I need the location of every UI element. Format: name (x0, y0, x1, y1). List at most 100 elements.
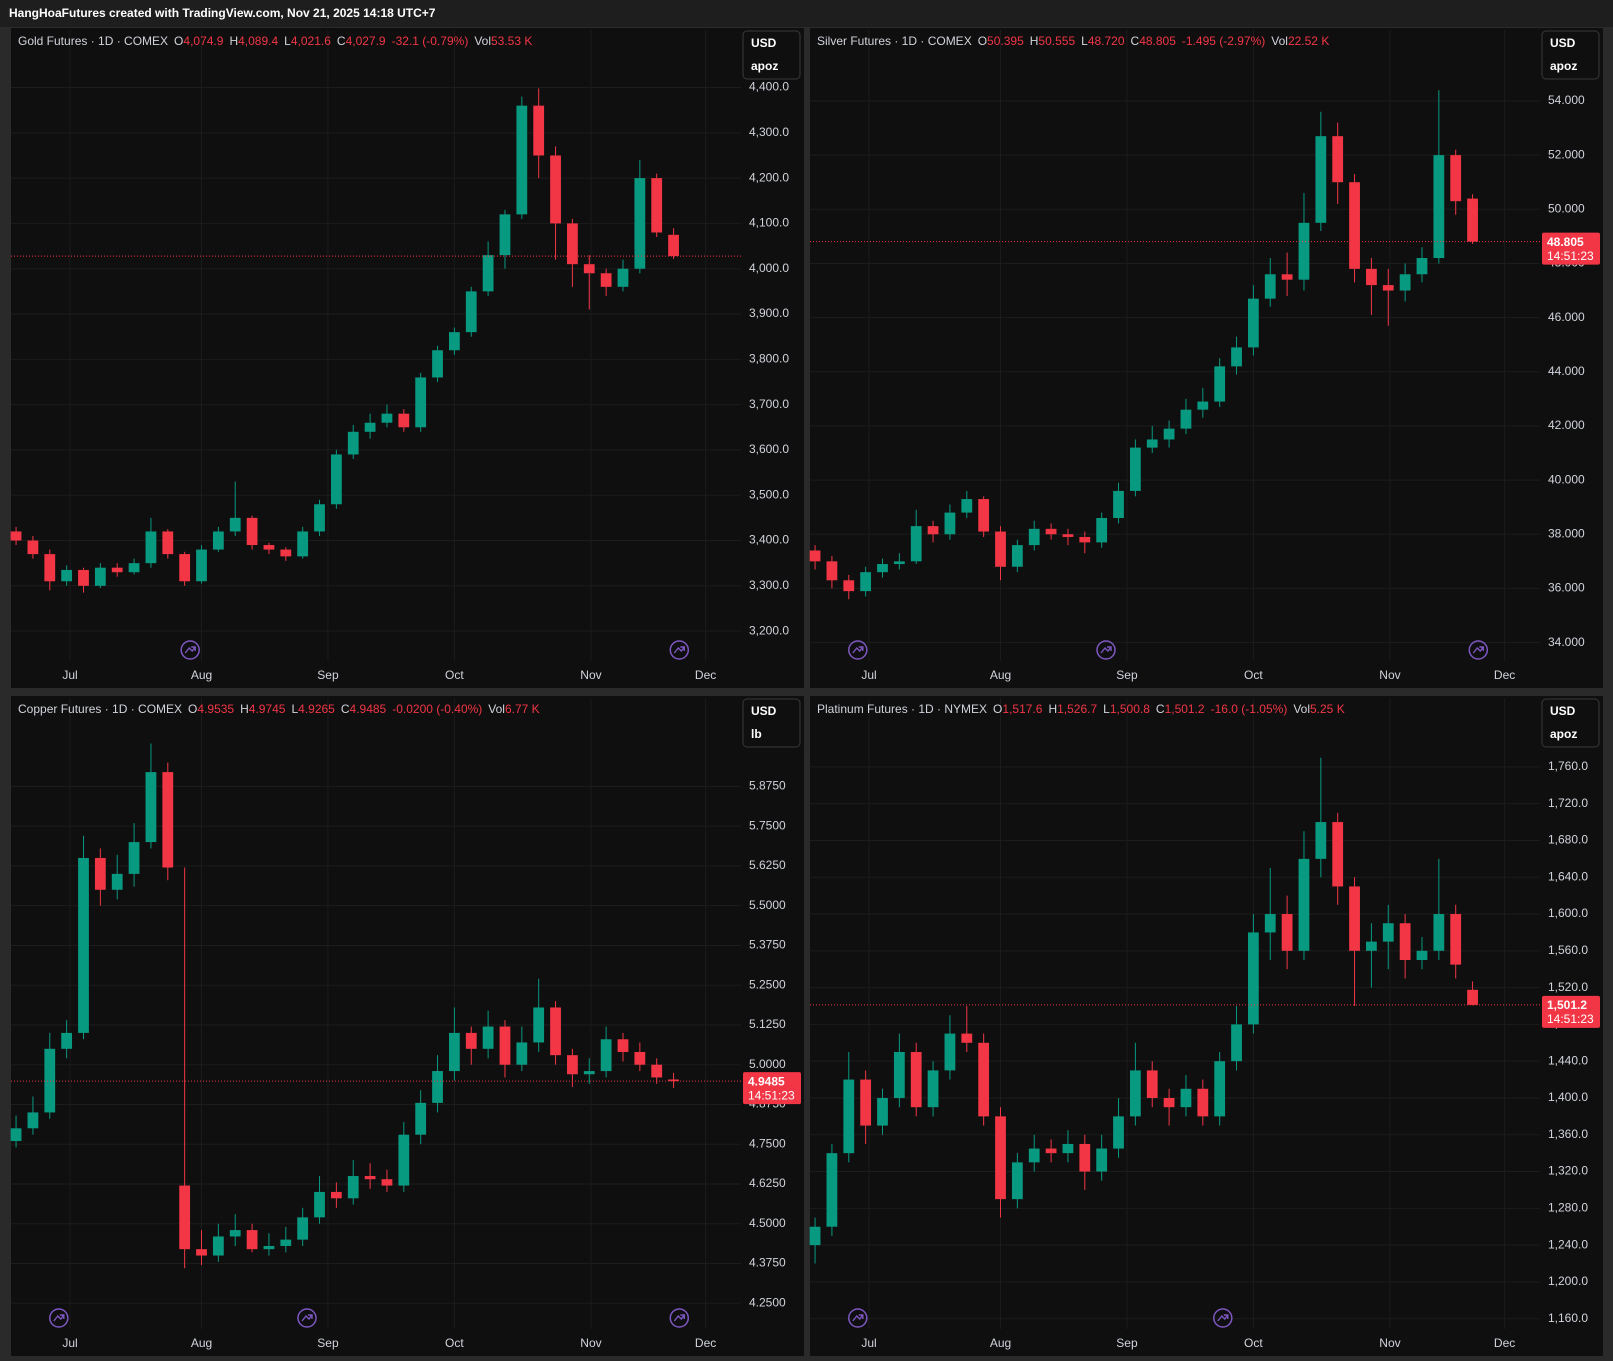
candle-body (381, 413, 393, 423)
candle-body (893, 1051, 905, 1098)
candle-body (347, 1176, 359, 1199)
candle-body (910, 1051, 922, 1108)
volume-key: Vol (474, 34, 491, 48)
x-tick-label: Oct (1244, 668, 1263, 682)
countdown-label: 14:51:23 (1547, 249, 1594, 263)
y-tick-label: 3,800.0 (749, 351, 789, 365)
candle-body (995, 531, 1006, 567)
symbol-name: Gold Futures · 1D · COMEX (18, 34, 168, 48)
y-tick-label: 46.000 (1548, 310, 1585, 324)
candle-body (1197, 401, 1209, 410)
x-tick-label: Dec (1494, 1336, 1515, 1350)
candle-body (1467, 198, 1478, 242)
candle-body (1281, 914, 1293, 951)
y-tick-label: 4,200.0 (749, 170, 789, 184)
candle-body (1332, 822, 1344, 887)
candle-body (1045, 528, 1057, 535)
y-tick-label: 4,300.0 (749, 125, 789, 139)
event-icon (1096, 640, 1116, 660)
candle-body (860, 572, 872, 592)
legend-value: 4.9535 (197, 702, 234, 716)
candle-body (1146, 439, 1158, 448)
candle-body (617, 268, 629, 287)
candle-body (449, 332, 460, 351)
candle-body (927, 526, 939, 535)
candle-body (364, 422, 376, 432)
candle-body (1450, 155, 1462, 202)
candle-body (27, 540, 39, 555)
y-tick-label: 4.5000 (749, 1216, 786, 1230)
x-tick-label: Aug (191, 1336, 212, 1350)
candle-body (1248, 932, 1259, 1025)
legend-value: 50.395 (987, 34, 1024, 48)
candle-body (1146, 1070, 1158, 1098)
unit-label: lb (751, 727, 762, 741)
candle-body (1180, 409, 1192, 429)
candle-body (1062, 1143, 1074, 1154)
candle-body (246, 1230, 258, 1250)
candle-body (843, 580, 855, 592)
y-tick-label: 1,160.0 (1548, 1311, 1588, 1325)
y-tick-label: 3,700.0 (749, 397, 789, 411)
event-icon-arrow (673, 646, 685, 654)
candle-body (432, 350, 443, 378)
legend-value: 4.9485 (350, 702, 387, 716)
candle-body (145, 531, 157, 564)
currency-box (1541, 698, 1600, 748)
candle-body (600, 273, 612, 287)
candle-body (826, 561, 838, 581)
candle-body (381, 1179, 393, 1186)
event-icon-arrow (301, 1314, 313, 1322)
currency-box (742, 698, 801, 748)
legend-key: H (1048, 702, 1057, 716)
candle-body (145, 772, 157, 843)
y-tick-label: 5.8750 (749, 779, 786, 793)
candle-body (1011, 545, 1023, 567)
candle-body (1264, 914, 1276, 933)
x-tick-label: Aug (990, 1336, 1011, 1350)
candle-body (860, 1079, 872, 1126)
y-tick-label: 5.1250 (749, 1017, 786, 1031)
y-tick-label: 1,440.0 (1548, 1053, 1588, 1067)
candle-body (1332, 136, 1344, 183)
chart-panel (11, 696, 804, 1356)
y-tick-label: 1,760.0 (1548, 759, 1588, 773)
y-tick-label: 1,680.0 (1548, 833, 1588, 847)
y-tick-label: 5.2500 (749, 977, 786, 991)
y-tick-label: 1,400.0 (1548, 1090, 1588, 1104)
candle-body (1399, 274, 1411, 291)
candle-body (877, 1097, 888, 1126)
candle-body (1264, 274, 1276, 299)
legend-key: C (1156, 702, 1165, 716)
legend-value: 1,526.7 (1057, 702, 1097, 716)
candle-body (1113, 490, 1124, 519)
legend-value: 4.9265 (298, 702, 335, 716)
candle-body (583, 264, 595, 274)
candle-body (893, 561, 905, 565)
currency-label: USD (751, 704, 777, 718)
candle-body (229, 1230, 241, 1237)
y-tick-label: 5.7500 (749, 818, 786, 832)
candle-body (27, 1112, 39, 1129)
banner-text: HangHoaFutures created with TradingView.… (9, 6, 436, 20)
candle-body (128, 563, 140, 573)
candle-body (533, 105, 545, 156)
legend-key: H (1030, 34, 1039, 48)
candle-body (94, 857, 106, 890)
y-tick-label: 4,000.0 (749, 261, 789, 275)
candle-body (533, 1007, 545, 1043)
x-tick-label: Jul (861, 1336, 876, 1350)
candle-body (1028, 528, 1040, 546)
candle-body (212, 1236, 224, 1256)
chart-legend: Copper Futures · 1D · COMEX O4.9535 H4.974… (18, 702, 540, 716)
y-tick-label: 3,500.0 (749, 487, 789, 501)
chart-legend: Gold Futures · 1D · COMEX O4,074.9 H4,089.… (18, 34, 532, 48)
candle-body (10, 531, 22, 541)
event-icon-arrow (1217, 1314, 1229, 1322)
legend-change: -32.1 (-0.79%) (392, 34, 469, 48)
candle-body (179, 554, 191, 582)
x-tick-label: Sep (317, 668, 339, 682)
y-tick-label: 40.000 (1548, 472, 1585, 486)
event-icon-arrow (852, 646, 864, 654)
